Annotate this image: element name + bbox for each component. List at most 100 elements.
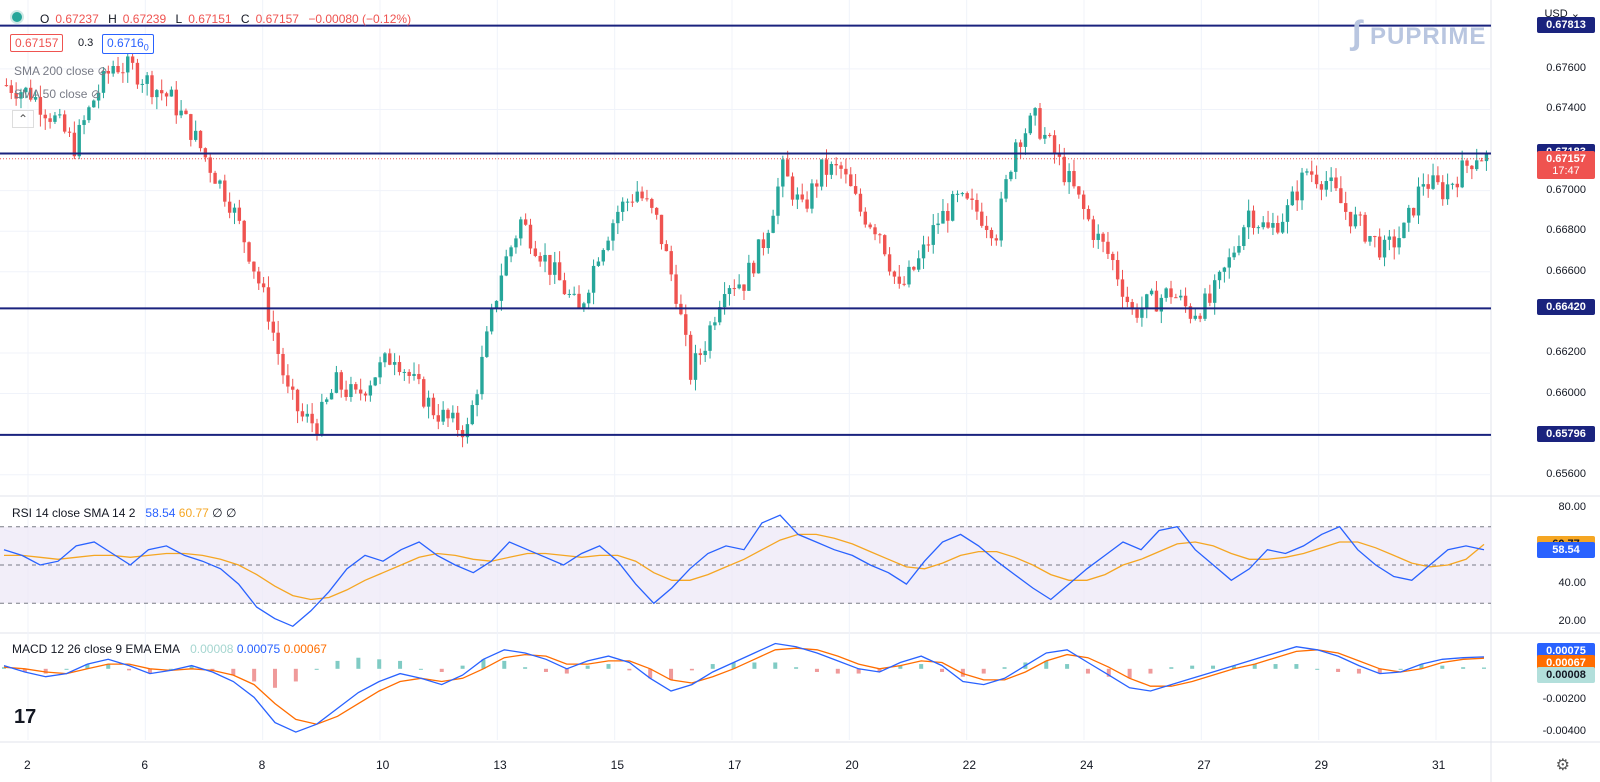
candle-body	[766, 232, 770, 249]
macd-histogram-bar	[1294, 664, 1299, 669]
sma50-label[interactable]: SMA 50 close ⊘	[14, 87, 101, 101]
candle-body	[329, 392, 334, 400]
candle-body	[1217, 271, 1222, 281]
candle-body	[96, 92, 101, 101]
macd-histogram-bar	[1127, 668, 1132, 679]
candle-body	[344, 389, 348, 398]
candle-body	[451, 412, 455, 419]
candle-body	[155, 90, 159, 98]
logo-mark-icon: ∫	[1352, 14, 1363, 52]
candle-body	[1052, 135, 1057, 154]
macd-histogram-bar	[1252, 664, 1257, 669]
candle-body	[630, 201, 635, 203]
candle-body	[135, 62, 140, 85]
settings-gear-icon[interactable]: ⚙	[1555, 757, 1570, 774]
x-tick-label: 6	[141, 758, 149, 772]
candle-body	[999, 198, 1003, 241]
candle-body	[324, 399, 329, 402]
macd-histogram-bar	[439, 668, 444, 672]
macd-histogram-bar	[1440, 665, 1445, 669]
candle-body	[169, 89, 174, 97]
candle-body	[116, 66, 120, 73]
candle-body	[858, 193, 863, 212]
x-tick-label: 31	[1432, 758, 1446, 772]
candle-body	[752, 262, 756, 274]
candle-body	[1188, 306, 1193, 319]
candle-body	[9, 85, 13, 93]
candle-body	[941, 210, 945, 224]
candle-body	[829, 163, 834, 175]
candle-body	[494, 300, 499, 308]
candle-body	[1426, 184, 1430, 189]
candle-body	[1096, 233, 1100, 240]
candle-body	[1251, 210, 1256, 228]
macd-histogram-bar	[1190, 665, 1195, 669]
candle-body	[378, 362, 382, 378]
candle-body	[19, 92, 23, 99]
candle-body	[1436, 175, 1440, 183]
candle-body	[465, 424, 470, 438]
candle-body	[1120, 279, 1125, 297]
candle-body	[1305, 171, 1309, 173]
candle-body	[164, 93, 169, 97]
candle-body	[703, 350, 707, 356]
macd-histogram-bar	[585, 665, 590, 669]
candle-body	[625, 201, 630, 203]
candle-body	[1334, 177, 1338, 189]
candle-body	[737, 284, 741, 289]
macd-value: 0.00075	[236, 642, 281, 656]
tradingview-logo-icon: 17	[14, 706, 37, 728]
candle-body	[431, 397, 436, 416]
candle-body	[878, 234, 882, 236]
candle-body	[43, 114, 47, 119]
candle-body	[33, 97, 38, 100]
candle-body	[562, 280, 567, 295]
macd-histogram-bar	[606, 664, 611, 669]
candle-body	[693, 353, 698, 380]
candle-body	[1441, 182, 1445, 200]
rsi-sma-line	[4, 533, 1485, 601]
macd-histogram-bar	[252, 668, 257, 682]
collapse-legend-icon[interactable]: ⌃	[12, 110, 34, 128]
candle-body	[936, 223, 940, 226]
candle-body	[1445, 184, 1450, 200]
candle-body	[1101, 233, 1105, 242]
candle-body	[334, 372, 339, 393]
candle-body	[1290, 191, 1295, 206]
candle-body	[975, 199, 979, 212]
eye-off-icon[interactable]: ⊘	[90, 87, 101, 101]
candle-body	[1479, 160, 1484, 162]
candle-body	[1382, 239, 1387, 258]
candle-body	[1329, 177, 1333, 182]
macd-histogram-bar	[731, 662, 736, 669]
sell-price-box[interactable]: 0.67157	[10, 34, 64, 52]
macd-histogram-bar	[523, 667, 528, 669]
candle-body	[339, 372, 343, 390]
candle-body	[1387, 236, 1392, 240]
candle-body	[1295, 191, 1299, 201]
candle-body	[1363, 214, 1367, 242]
candle-body	[674, 274, 678, 304]
price-tick-label: 0.66000	[1546, 386, 1586, 399]
price-tick-label: 0.66800	[1546, 224, 1586, 237]
rsi-tick-label: 40.00	[1558, 577, 1586, 590]
change-value: −0.00080 (−0.12%)	[308, 12, 412, 26]
candle-body	[747, 262, 751, 291]
candle-body	[1402, 222, 1406, 239]
candle-body	[1465, 160, 1469, 166]
candle-body	[1198, 315, 1202, 319]
buy-price-box[interactable]: 0.67160	[102, 34, 154, 55]
candle-body	[489, 307, 494, 332]
sma200-label[interactable]: SMA 200 close ⊘	[14, 64, 108, 78]
macd-histogram-bar	[481, 659, 486, 669]
candle-body	[1460, 160, 1464, 188]
candle-body	[567, 293, 572, 295]
candle-body	[1159, 297, 1164, 312]
candle-body	[383, 353, 387, 363]
candle-body	[1324, 181, 1328, 190]
eye-off-icon[interactable]: ⊘	[97, 64, 108, 78]
candle-body	[533, 248, 538, 256]
candle-body	[252, 261, 256, 272]
candle-body	[853, 186, 858, 194]
